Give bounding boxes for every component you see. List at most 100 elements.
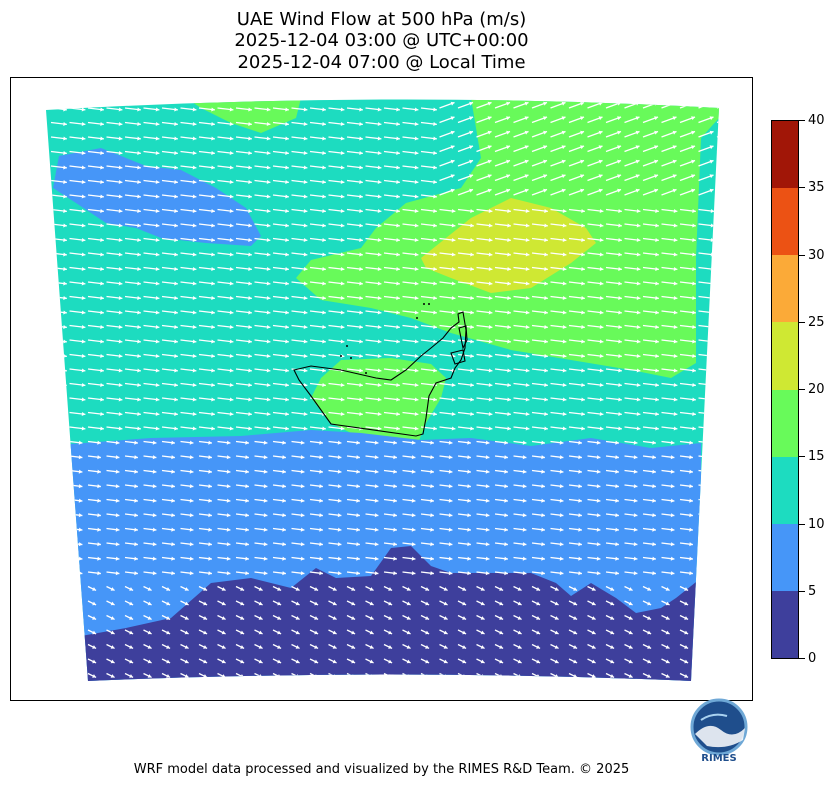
wind-arrow-head bbox=[147, 659, 152, 664]
wind-arrow-head bbox=[522, 455, 527, 460]
wind-arrow-head bbox=[636, 295, 641, 301]
wind-arrow-head bbox=[393, 469, 397, 474]
wind-arrow-head bbox=[467, 527, 471, 532]
wind-arrow-head bbox=[525, 266, 530, 272]
wind-arrow bbox=[698, 643, 707, 649]
wind-arrow-head bbox=[485, 469, 490, 474]
wind-arrow-head bbox=[554, 659, 559, 664]
wind-arrow-head bbox=[155, 281, 160, 286]
wind-arrow-head bbox=[351, 659, 356, 664]
wind-arrow-head bbox=[166, 601, 171, 606]
wind-arrow-head bbox=[541, 542, 545, 547]
wind-arrow-head bbox=[647, 645, 652, 649]
wind-arrow-head bbox=[522, 498, 527, 503]
wind-arrow-head bbox=[709, 174, 714, 179]
wind-arrow-head bbox=[229, 295, 234, 301]
wind-arrow-head bbox=[92, 659, 97, 664]
wind-arrow bbox=[698, 614, 707, 620]
wind-arrow-head bbox=[673, 223, 678, 228]
wind-arrow-head bbox=[388, 601, 393, 606]
island-markers bbox=[340, 303, 430, 374]
wind-arrow-head bbox=[451, 295, 456, 301]
wind-arrow-head bbox=[536, 601, 541, 606]
wind-arrow-head bbox=[618, 266, 622, 272]
wind-arrow-head bbox=[692, 324, 696, 330]
wind-arrow-head bbox=[300, 469, 305, 474]
wind-arrow-head bbox=[544, 208, 548, 214]
wind-arrow-head bbox=[137, 368, 141, 373]
wind-arrow-head bbox=[522, 513, 527, 518]
wind-arrow-head bbox=[598, 130, 603, 135]
wind-arrow-head bbox=[448, 513, 453, 518]
wind-arrow-head bbox=[414, 397, 419, 402]
wind-arrow-head bbox=[581, 208, 585, 214]
wind-arrow-head bbox=[263, 469, 268, 474]
wind-arrow-head bbox=[729, 267, 733, 271]
wind-arrow-head bbox=[63, 266, 67, 272]
wind-arrow-head bbox=[655, 281, 659, 286]
wind-arrow-head bbox=[467, 556, 471, 561]
wind-arrow bbox=[69, 672, 78, 678]
wind-arrow-head bbox=[670, 440, 675, 445]
wind-arrow-head bbox=[596, 527, 601, 532]
wind-arrow-head bbox=[248, 179, 252, 185]
wind-arrow-head bbox=[673, 368, 678, 373]
wind-arrow-head bbox=[692, 382, 696, 388]
wind-arrow-head bbox=[322, 324, 326, 330]
utc-time: 2025-12-04 03:00 @ UTC+00:00 bbox=[234, 30, 529, 51]
wind-arrow-head bbox=[282, 440, 286, 445]
wind-arrow-head bbox=[414, 237, 419, 243]
wind-arrow-head bbox=[245, 498, 249, 503]
wind-arrow-head bbox=[673, 208, 678, 214]
wind-arrow bbox=[716, 353, 719, 358]
wind-arrow-head bbox=[155, 411, 160, 417]
wind-arrow-head bbox=[340, 426, 345, 431]
wind-arrow-head bbox=[63, 324, 67, 330]
wind-arrow-head bbox=[691, 116, 696, 121]
wind-arrow-head bbox=[226, 513, 231, 518]
wind-arrow-head bbox=[115, 571, 120, 576]
wind-arrow-head bbox=[580, 101, 585, 106]
wind-arrow-head bbox=[211, 310, 215, 315]
wind-arrow-head bbox=[709, 101, 714, 106]
wind-arrow-head bbox=[340, 411, 345, 417]
wind-arrow-head bbox=[285, 252, 289, 257]
wind-arrow-head bbox=[559, 513, 564, 518]
wind-arrow-head bbox=[635, 145, 640, 150]
wind-arrow-head bbox=[174, 266, 178, 272]
wind-arrow-head bbox=[100, 382, 104, 388]
wind-arrow bbox=[716, 295, 719, 300]
wind-arrow-head bbox=[81, 107, 86, 112]
wind-arrow-head bbox=[562, 223, 567, 228]
wind-arrow-head bbox=[559, 542, 564, 547]
wind-arrow-head bbox=[448, 556, 453, 561]
wind-arrow-head bbox=[92, 645, 97, 649]
wind-arrow-head bbox=[60, 484, 64, 489]
wind-arrow-head bbox=[340, 382, 345, 388]
wind-arrow-head bbox=[721, 674, 725, 678]
wind-arrow-head bbox=[541, 498, 545, 503]
wind-arrow-head bbox=[543, 145, 548, 150]
wind-arrow-head bbox=[166, 645, 171, 649]
wind-arrow-head bbox=[636, 266, 641, 272]
wind-arrow-head bbox=[174, 368, 178, 373]
wind-arrow-head bbox=[433, 237, 437, 243]
wind-arrow-head bbox=[596, 571, 601, 576]
wind-arrow-head bbox=[628, 616, 633, 620]
wind-arrow-head bbox=[524, 145, 529, 150]
wind-arrow-head bbox=[277, 630, 282, 635]
wind-arrow-head bbox=[63, 136, 67, 141]
wind-arrow-head bbox=[430, 440, 434, 445]
wind-arrow-head bbox=[525, 252, 530, 257]
wind-arrow-head bbox=[414, 266, 419, 272]
wind-arrow-head bbox=[396, 368, 400, 373]
wind-arrow-head bbox=[282, 469, 286, 474]
wind-arrow-head bbox=[100, 281, 104, 286]
wind-arrow-head bbox=[721, 645, 725, 649]
wind-arrow-head bbox=[266, 411, 271, 417]
wind-arrow-head bbox=[73, 645, 78, 649]
wind-arrow-head bbox=[258, 645, 263, 649]
wind-arrow-head bbox=[377, 281, 382, 286]
wind-arrow-head bbox=[728, 102, 732, 106]
wind-arrow-head bbox=[414, 353, 419, 359]
